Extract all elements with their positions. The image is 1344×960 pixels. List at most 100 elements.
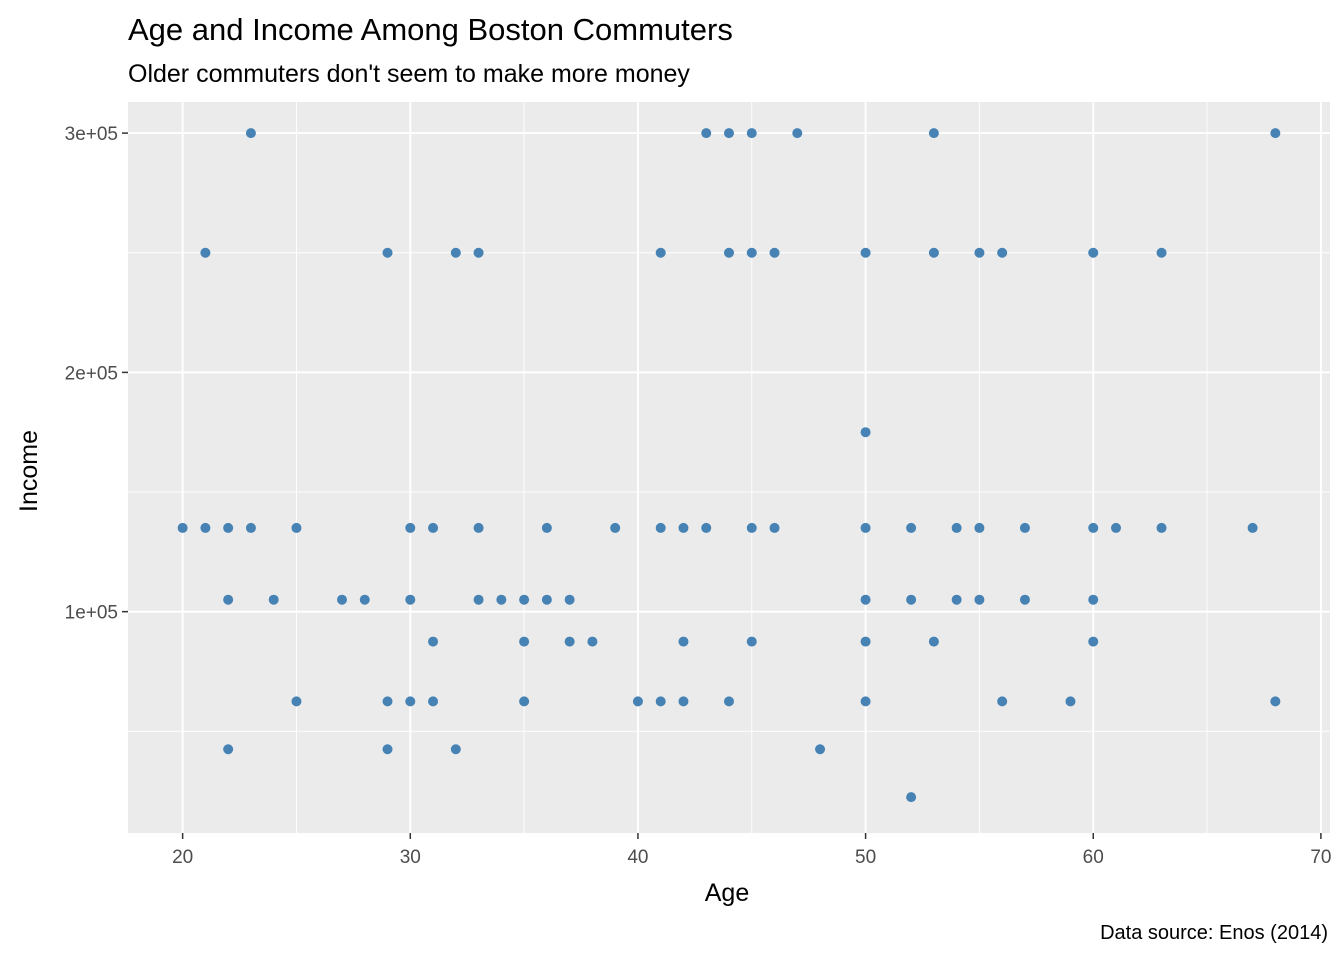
data-point [1156, 247, 1167, 258]
data-point [746, 522, 757, 533]
data-point [473, 247, 484, 258]
data-point [519, 636, 530, 647]
data-point [724, 247, 734, 258]
x-tick-label: 60 [1083, 847, 1104, 868]
y-axis-title: Income [15, 430, 43, 512]
data-point [223, 594, 234, 605]
data-point [860, 522, 871, 533]
data-point [701, 522, 712, 533]
data-point [291, 696, 302, 707]
data-point [792, 128, 803, 139]
data-point [359, 594, 370, 605]
data-point [1111, 522, 1122, 533]
data-point [1088, 636, 1099, 647]
data-point [519, 696, 530, 707]
data-point [496, 594, 507, 605]
data-point [997, 247, 1008, 258]
data-point [428, 636, 439, 647]
data-point [1270, 696, 1281, 707]
data-point [746, 247, 757, 258]
data-point [951, 594, 962, 605]
data-point [245, 128, 256, 139]
data-point [610, 522, 621, 533]
data-point [519, 594, 530, 605]
data-point [860, 247, 871, 258]
data-point [223, 744, 234, 755]
x-axis-title: Age [705, 879, 749, 907]
data-point [906, 792, 917, 803]
data-point [1088, 247, 1099, 258]
data-point [928, 128, 939, 139]
data-point [678, 522, 689, 533]
data-point [974, 522, 985, 533]
data-point [1088, 594, 1099, 605]
data-point [382, 696, 393, 707]
data-point [428, 522, 439, 533]
data-point [473, 594, 484, 605]
data-points [177, 128, 1281, 803]
data-point [746, 128, 757, 139]
data-point [860, 427, 871, 438]
data-point [655, 522, 666, 533]
data-point [1088, 522, 1099, 533]
data-point [291, 522, 302, 533]
x-tick-label: 50 [855, 847, 876, 868]
data-point [336, 594, 347, 605]
data-point [1019, 594, 1030, 605]
y-axis: 1e+05 2e+05 3e+05 [65, 124, 128, 624]
data-point [724, 128, 734, 139]
data-point [951, 522, 962, 533]
data-point [564, 636, 575, 647]
data-point [974, 247, 985, 258]
data-point [541, 522, 552, 533]
chart-title: Age and Income Among Boston Commuters [128, 12, 733, 47]
data-point [815, 744, 826, 755]
x-tick-label: 70 [1310, 847, 1331, 868]
data-point [473, 522, 484, 533]
data-point [655, 696, 666, 707]
x-tick-label: 30 [400, 847, 421, 868]
data-point [701, 128, 712, 139]
data-point [382, 744, 393, 755]
data-point [405, 522, 416, 533]
data-point [860, 594, 871, 605]
chart-subtitle: Older commuters don't seem to make more … [128, 60, 690, 88]
data-point [177, 522, 188, 533]
x-tick-label: 20 [172, 847, 193, 868]
plot-panel [128, 102, 1330, 833]
data-point [1019, 522, 1030, 533]
data-point [1247, 522, 1258, 533]
y-tick-label: 1e+05 [65, 603, 118, 624]
data-point [587, 636, 598, 647]
data-point [405, 696, 416, 707]
y-tick-label: 3e+05 [65, 124, 118, 145]
data-point [200, 522, 211, 533]
data-point [860, 696, 871, 707]
data-point [678, 636, 689, 647]
data-point [382, 247, 393, 258]
data-point [1270, 128, 1281, 139]
data-point [928, 636, 939, 647]
data-point [906, 522, 917, 533]
x-tick-label: 40 [627, 847, 648, 868]
data-point [223, 522, 234, 533]
data-point [564, 594, 575, 605]
data-point [678, 696, 689, 707]
data-point [450, 247, 461, 258]
data-point [200, 247, 211, 258]
data-point [906, 594, 917, 605]
data-point [268, 594, 279, 605]
data-point [928, 247, 939, 258]
data-source-caption: Data source: Enos (2014) [1100, 922, 1328, 944]
data-point [655, 247, 666, 258]
data-point [450, 744, 461, 755]
data-point [245, 522, 256, 533]
grid-major [128, 102, 1330, 833]
data-point [746, 636, 757, 647]
data-point [428, 696, 439, 707]
data-point [1156, 522, 1167, 533]
data-point [997, 696, 1008, 707]
data-point [860, 636, 871, 647]
data-point [541, 594, 552, 605]
